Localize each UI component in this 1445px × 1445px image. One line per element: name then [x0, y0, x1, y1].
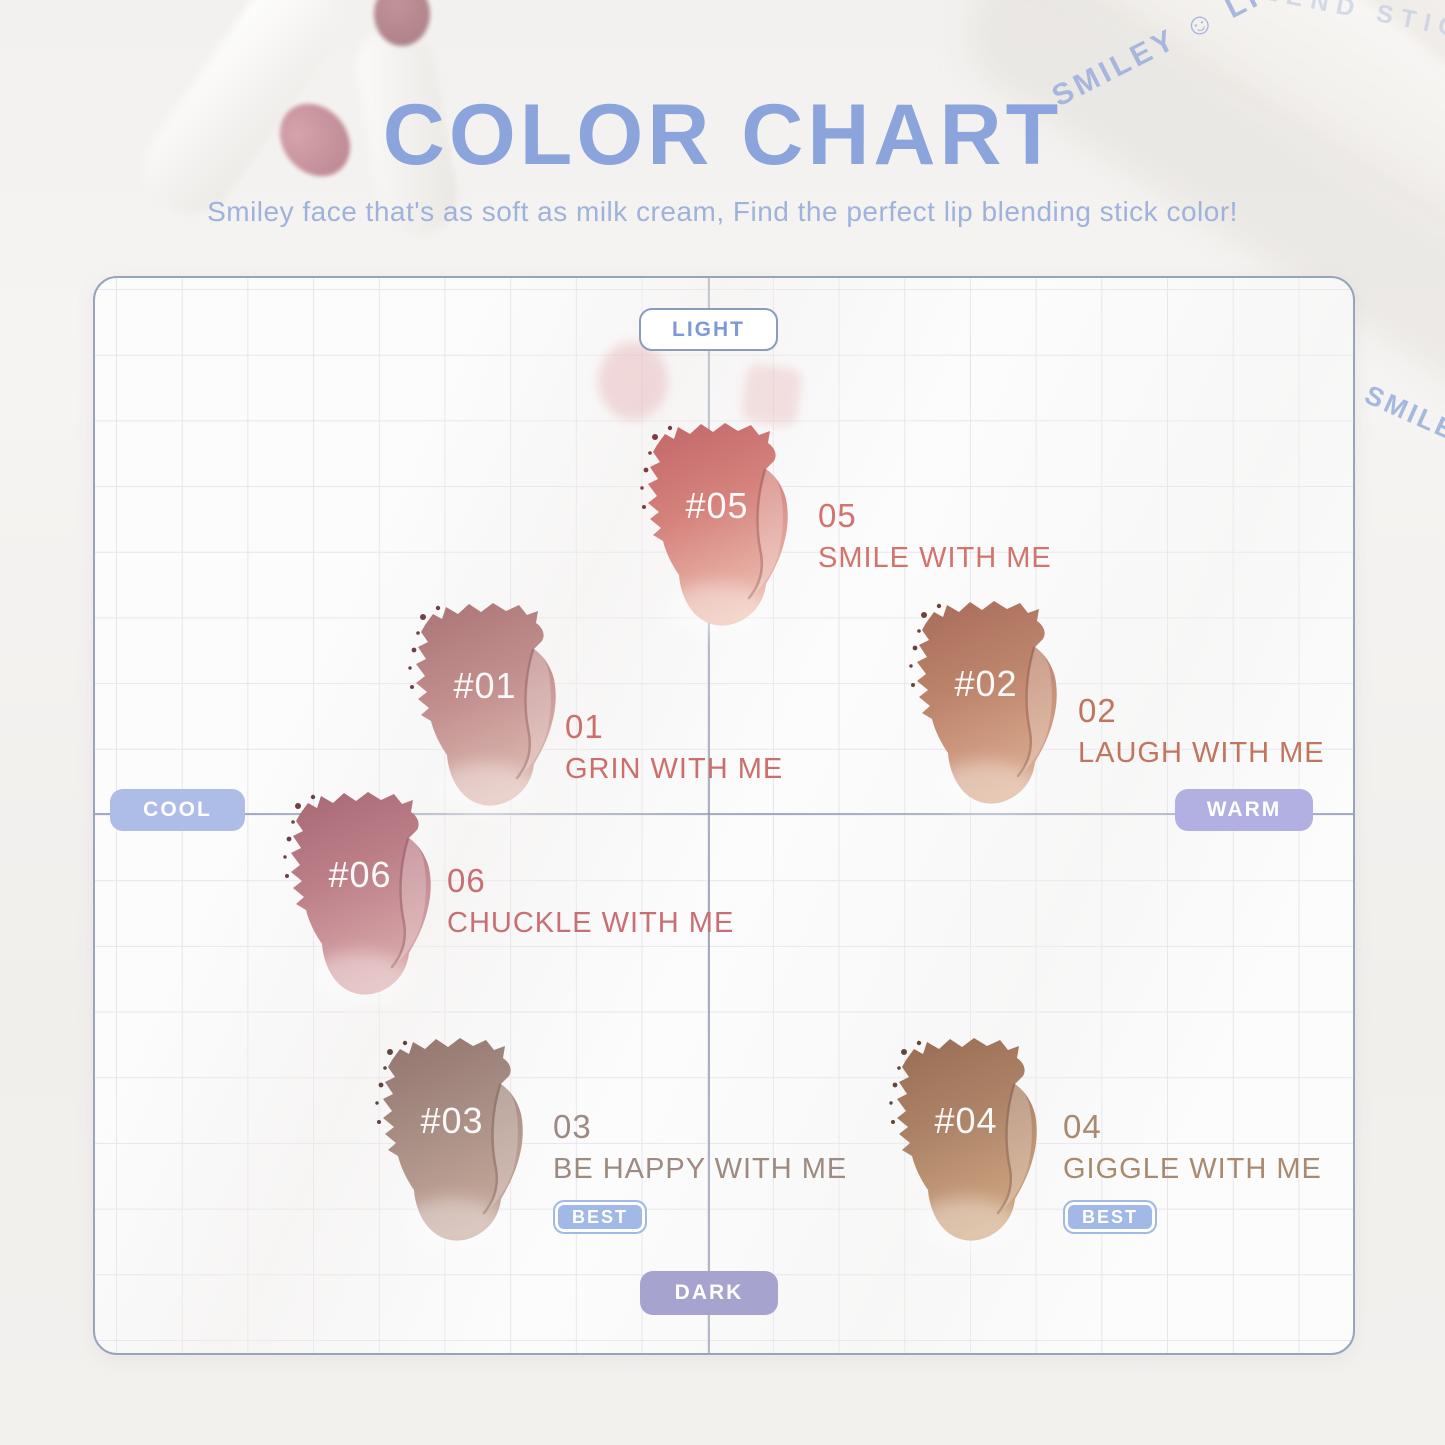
- shade-number: 05: [818, 497, 857, 534]
- shade-name: BE HAPPY WITH ME: [553, 1153, 848, 1185]
- shade-label-02: 02 LAUGH WITH ME: [1078, 692, 1325, 770]
- shade-name: SMILE WITH ME: [818, 542, 1052, 574]
- axis-label-warm: WARM: [1175, 789, 1313, 831]
- swatch-code-label: #06: [328, 854, 392, 895]
- shade-number: 06: [447, 862, 486, 899]
- faint-pink-circle: [598, 342, 668, 420]
- shade-label-03: 03 BE HAPPY WITH ME BEST: [553, 1108, 847, 1234]
- shade-number: 03: [553, 1108, 592, 1145]
- page-subtitle: Smiley face that's as soft as milk cream…: [207, 196, 1238, 227]
- shade-name: GRIN WITH ME: [565, 753, 784, 785]
- axis-label-cool: COOL: [110, 789, 245, 831]
- shade-label-04: 04 GIGGLE WITH ME BEST: [1063, 1108, 1322, 1234]
- shade-number: 04: [1063, 1108, 1102, 1145]
- axis-label-dark: DARK: [640, 1271, 778, 1315]
- swatch-code-label: #02: [954, 663, 1018, 704]
- brand-decal-smile: SMILE: [1360, 379, 1445, 447]
- shade-number: 01: [565, 708, 604, 745]
- swatch-smear-03: #03: [352, 1028, 552, 1250]
- shade-label-05: 05 SMILE WITH ME: [818, 497, 1052, 575]
- lightness-axis-line: [708, 278, 710, 1353]
- swatch-code-label: #03: [420, 1100, 484, 1141]
- shade-number: 02: [1078, 692, 1117, 729]
- best-badge: BEST: [1063, 1200, 1158, 1234]
- shade-name: CHUCKLE WITH ME: [447, 907, 735, 939]
- shade-name: GIGGLE WITH ME: [1063, 1153, 1322, 1185]
- axis-label-light: LIGHT: [639, 308, 778, 351]
- best-badge: BEST: [553, 1200, 648, 1234]
- shade-label-01: 01 GRIN WITH ME: [565, 708, 783, 786]
- swatch-code-label: #04: [934, 1100, 998, 1141]
- swatch-smear-04: #04: [866, 1028, 1066, 1250]
- chart-panel: [93, 276, 1355, 1355]
- swatch-smear-06: #06: [260, 782, 460, 1004]
- swatch-smear-01: #01: [385, 593, 585, 815]
- page-title: COLOR CHART: [382, 87, 1063, 183]
- swatch-code-label: #01: [453, 665, 517, 706]
- swatch-smear-02: #02: [886, 591, 1086, 813]
- swatch-code-label: #05: [685, 485, 749, 526]
- swatch-smear-05: #05: [617, 413, 817, 635]
- shade-label-06: 06 CHUCKLE WITH ME: [447, 862, 734, 940]
- shade-name: LAUGH WITH ME: [1078, 737, 1325, 769]
- warmth-axis-line: [95, 813, 1353, 815]
